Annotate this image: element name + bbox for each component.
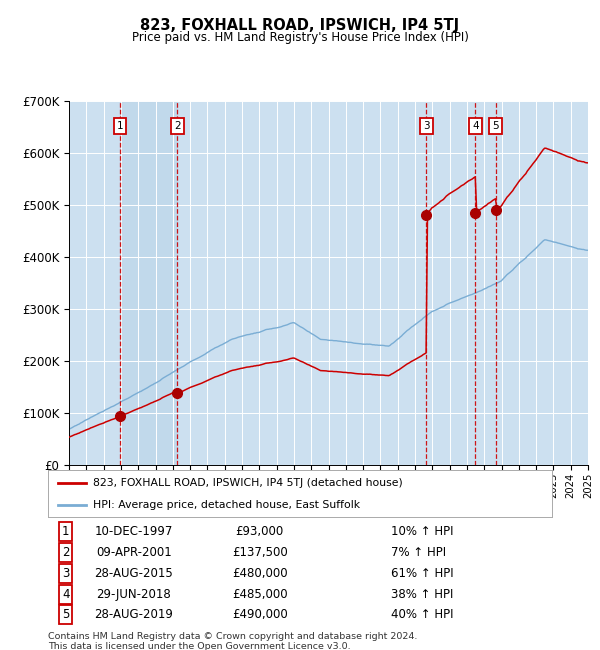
Text: 28-AUG-2019: 28-AUG-2019 bbox=[94, 608, 173, 621]
Text: 3: 3 bbox=[423, 122, 430, 131]
Text: 10% ↑ HPI: 10% ↑ HPI bbox=[391, 525, 453, 538]
Text: 29-JUN-2018: 29-JUN-2018 bbox=[97, 588, 171, 601]
Text: £490,000: £490,000 bbox=[232, 608, 287, 621]
Text: £485,000: £485,000 bbox=[232, 588, 287, 601]
Text: Contains HM Land Registry data © Crown copyright and database right 2024.
This d: Contains HM Land Registry data © Crown c… bbox=[48, 632, 418, 650]
Text: 1: 1 bbox=[116, 122, 123, 131]
Text: 2: 2 bbox=[62, 546, 70, 559]
Text: 7% ↑ HPI: 7% ↑ HPI bbox=[391, 546, 446, 559]
Text: 2: 2 bbox=[174, 122, 181, 131]
Text: 5: 5 bbox=[493, 122, 499, 131]
Text: £480,000: £480,000 bbox=[232, 567, 287, 580]
Text: 4: 4 bbox=[62, 588, 70, 601]
Text: 823, FOXHALL ROAD, IPSWICH, IP4 5TJ: 823, FOXHALL ROAD, IPSWICH, IP4 5TJ bbox=[140, 18, 460, 33]
Text: 40% ↑ HPI: 40% ↑ HPI bbox=[391, 608, 453, 621]
Text: 09-APR-2001: 09-APR-2001 bbox=[96, 546, 172, 559]
Text: 5: 5 bbox=[62, 608, 70, 621]
Text: HPI: Average price, detached house, East Suffolk: HPI: Average price, detached house, East… bbox=[94, 500, 361, 510]
Text: 38% ↑ HPI: 38% ↑ HPI bbox=[391, 588, 453, 601]
Text: £93,000: £93,000 bbox=[236, 525, 284, 538]
Text: 1: 1 bbox=[62, 525, 70, 538]
Text: £137,500: £137,500 bbox=[232, 546, 287, 559]
Text: 28-AUG-2015: 28-AUG-2015 bbox=[94, 567, 173, 580]
Text: 4: 4 bbox=[472, 122, 479, 131]
Text: 10-DEC-1997: 10-DEC-1997 bbox=[94, 525, 173, 538]
Text: 823, FOXHALL ROAD, IPSWICH, IP4 5TJ (detached house): 823, FOXHALL ROAD, IPSWICH, IP4 5TJ (det… bbox=[94, 478, 403, 488]
Text: 3: 3 bbox=[62, 567, 70, 580]
Text: 61% ↑ HPI: 61% ↑ HPI bbox=[391, 567, 454, 580]
Text: Price paid vs. HM Land Registry's House Price Index (HPI): Price paid vs. HM Land Registry's House … bbox=[131, 31, 469, 44]
Bar bbox=[120, 101, 178, 465]
